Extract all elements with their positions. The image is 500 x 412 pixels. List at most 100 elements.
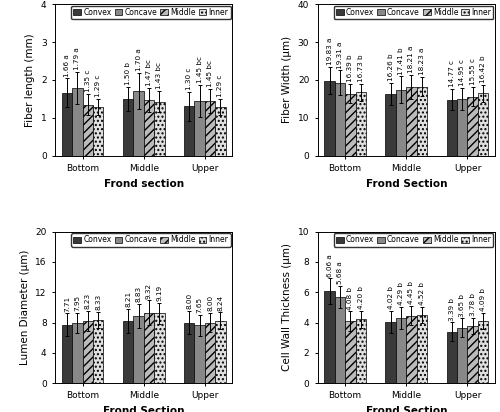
X-axis label: Frond section: Frond section: [104, 179, 184, 189]
Text: 6.06 a: 6.06 a: [326, 254, 332, 276]
Bar: [154, 101, 164, 156]
Text: 9.32: 9.32: [146, 283, 152, 299]
Text: 19.83 a: 19.83 a: [326, 38, 332, 66]
Bar: [144, 313, 154, 383]
Bar: [216, 321, 226, 383]
Bar: [386, 94, 396, 156]
Text: 15.55 c: 15.55 c: [470, 59, 476, 86]
Bar: [184, 106, 194, 156]
Text: 18.21 a: 18.21 a: [408, 45, 414, 73]
Text: 1.66 a: 1.66 a: [64, 54, 70, 77]
Text: 16.39 b: 16.39 b: [348, 55, 354, 82]
Text: 4.29 b: 4.29 b: [398, 282, 404, 305]
Bar: [62, 325, 72, 383]
Text: 3.39 b: 3.39 b: [449, 297, 455, 321]
Bar: [144, 100, 154, 156]
Text: 4.20 b: 4.20 b: [358, 286, 364, 309]
Bar: [406, 87, 416, 156]
X-axis label: Frond Section: Frond Section: [366, 179, 447, 189]
Text: 14.95 c: 14.95 c: [460, 59, 466, 86]
Bar: [406, 316, 416, 383]
Bar: [324, 291, 334, 383]
Text: 19.31 a: 19.31 a: [337, 41, 343, 68]
Text: 7.95: 7.95: [74, 295, 80, 311]
Text: 4.09 b: 4.09 b: [480, 288, 486, 311]
Bar: [396, 318, 406, 383]
Bar: [123, 321, 134, 383]
Y-axis label: Fiber Width (µm): Fiber Width (µm): [282, 36, 292, 124]
Text: 1.35 c: 1.35 c: [84, 70, 90, 92]
Text: 1.43 bc: 1.43 bc: [156, 62, 162, 89]
Bar: [205, 101, 216, 156]
Bar: [184, 323, 194, 383]
Bar: [216, 107, 226, 156]
Bar: [134, 316, 143, 383]
Text: 3.65 b: 3.65 b: [460, 294, 466, 316]
Text: 8.33: 8.33: [95, 294, 101, 310]
Bar: [194, 325, 205, 383]
Bar: [345, 321, 356, 383]
Bar: [205, 323, 216, 383]
Text: 18.23 a: 18.23 a: [419, 48, 425, 75]
Text: 1.29 c: 1.29 c: [218, 74, 224, 97]
Bar: [134, 91, 143, 156]
Text: 8.00: 8.00: [186, 293, 192, 309]
Text: 7.71: 7.71: [64, 295, 70, 311]
Bar: [478, 94, 488, 156]
Text: 1.30 c: 1.30 c: [186, 68, 192, 90]
Bar: [416, 315, 427, 383]
Text: 4.45 b: 4.45 b: [408, 281, 414, 304]
Text: 1.47 bc: 1.47 bc: [146, 59, 152, 86]
Text: 4.52 b: 4.52 b: [419, 282, 425, 305]
Bar: [356, 92, 366, 156]
Text: 1.70 a: 1.70 a: [136, 49, 141, 71]
Text: 4.02 b: 4.02 b: [388, 286, 394, 309]
Bar: [457, 328, 468, 383]
Bar: [396, 90, 406, 156]
Bar: [82, 321, 93, 383]
Bar: [334, 297, 345, 383]
Text: 4.08 b: 4.08 b: [348, 287, 354, 310]
X-axis label: Frond Section: Frond Section: [103, 406, 184, 412]
Bar: [93, 320, 104, 383]
Bar: [386, 322, 396, 383]
Bar: [62, 93, 72, 156]
Legend: Convex, Concave, Middle, Inner: Convex, Concave, Middle, Inner: [334, 233, 494, 247]
Legend: Convex, Concave, Middle, Inner: Convex, Concave, Middle, Inner: [71, 233, 231, 247]
Y-axis label: Fiber length (mm): Fiber length (mm): [26, 33, 36, 127]
Text: 8.83: 8.83: [136, 286, 141, 302]
Text: 16.42 b: 16.42 b: [480, 56, 486, 83]
Bar: [154, 314, 164, 383]
Y-axis label: Cell Wall Thickness (µm): Cell Wall Thickness (µm): [282, 243, 292, 371]
Text: 16.73 b: 16.73 b: [358, 54, 364, 82]
Text: 7.65: 7.65: [196, 297, 202, 313]
X-axis label: Frond Section: Frond Section: [366, 406, 447, 412]
Bar: [416, 87, 427, 156]
Bar: [457, 99, 468, 156]
Bar: [468, 326, 478, 383]
Bar: [82, 105, 93, 156]
Bar: [334, 82, 345, 156]
Bar: [324, 81, 334, 156]
Text: 16.26 b: 16.26 b: [388, 53, 394, 81]
Bar: [72, 88, 83, 156]
Text: 1.45 bc: 1.45 bc: [207, 60, 213, 87]
Bar: [356, 319, 366, 383]
Text: 9.19: 9.19: [156, 285, 162, 301]
Text: 17.41 b: 17.41 b: [398, 47, 404, 75]
Bar: [123, 99, 134, 156]
Text: 8.21: 8.21: [125, 291, 131, 307]
Text: 14.77 c: 14.77 c: [449, 60, 455, 87]
Bar: [194, 101, 205, 156]
Legend: Convex, Concave, Middle, Inner: Convex, Concave, Middle, Inner: [71, 6, 231, 19]
Bar: [93, 107, 104, 156]
Y-axis label: Lumen Diameter (µm): Lumen Diameter (µm): [20, 250, 30, 365]
Bar: [446, 100, 457, 156]
Text: 1.50 b: 1.50 b: [125, 62, 131, 85]
Text: 3.78 b: 3.78 b: [470, 293, 476, 316]
Text: 8.23: 8.23: [84, 293, 90, 309]
Text: 1.79 a: 1.79 a: [74, 47, 80, 70]
Text: 8.00: 8.00: [207, 295, 213, 311]
Text: 8.24: 8.24: [218, 295, 224, 311]
Bar: [72, 323, 83, 383]
